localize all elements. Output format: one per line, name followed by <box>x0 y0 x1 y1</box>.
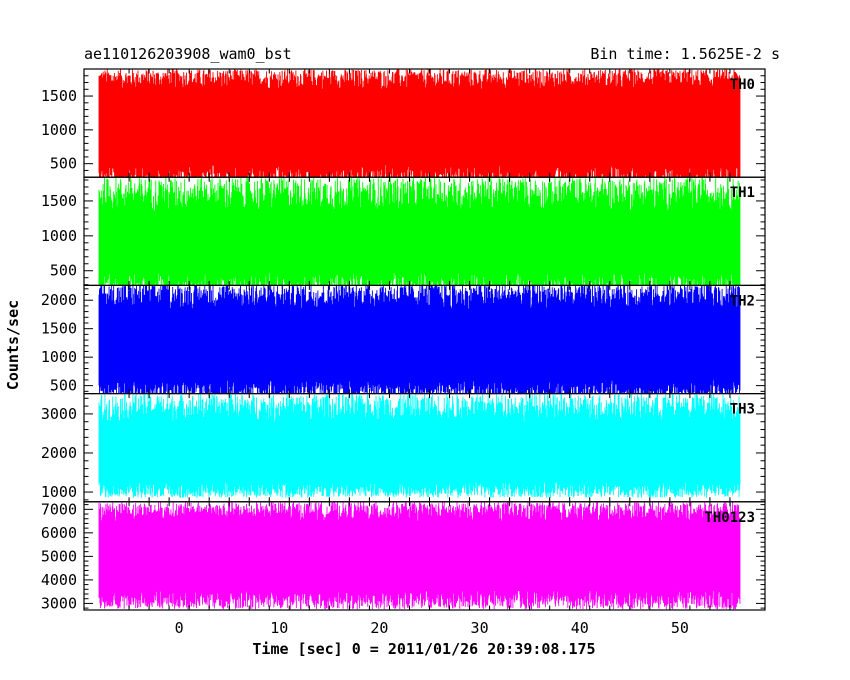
panel-th1: 500 1000 1500 TH1 <box>41 176 766 286</box>
x-tick-label: 50 <box>671 619 689 637</box>
bin-time-label: Bin time: 1.5625E-2 s <box>590 45 780 63</box>
series-band-th0123 <box>99 521 740 591</box>
y-tick-label: 500 <box>50 377 77 395</box>
panel-th3: 1000 2000 3000 TH3 <box>41 393 766 503</box>
x-tick-label: 20 <box>370 619 388 637</box>
y-tick-label: 1500 <box>41 320 77 338</box>
panel-th2: 500 1000 1500 2000 TH2 <box>41 284 766 395</box>
y-tick-label: 2000 <box>41 291 77 309</box>
x-tick-label: 10 <box>270 619 288 637</box>
y-tick-label: 1000 <box>41 483 77 501</box>
series-band-th0 <box>99 89 740 166</box>
y-tick-label: 4000 <box>41 571 77 589</box>
series-band-th3 <box>99 421 740 483</box>
y-tick-label: 1500 <box>41 192 77 210</box>
panel-label-th1: TH1 <box>730 185 755 201</box>
panel-label-th2: TH2 <box>730 293 755 309</box>
y-tick-label: 1000 <box>41 227 77 245</box>
y-tick-label: 3000 <box>41 405 77 423</box>
y-tick-label: 1000 <box>41 348 77 366</box>
panel-label-th0123: TH0123 <box>704 510 755 526</box>
panel-th0123: 3000 4000 5000 6000 7000 TH0123 <box>41 500 766 612</box>
y-tick-label: 5000 <box>41 547 77 565</box>
y-tick-label: 6000 <box>41 524 77 542</box>
series-band-th1 <box>99 211 740 273</box>
panel-th0: 500 1000 1500 TH0 <box>41 68 766 178</box>
panel-label-th0: TH0 <box>730 77 755 93</box>
chart-title: ae110126203908_wam0_bst <box>84 45 292 63</box>
x-tick-label: 40 <box>571 619 589 637</box>
y-axis-label: Counts/sec <box>4 300 22 390</box>
x-tick-label: 30 <box>471 619 489 637</box>
y-tick-label: 2000 <box>41 444 77 462</box>
y-tick-label: 1500 <box>41 87 77 105</box>
y-tick-label: 7000 <box>41 500 77 518</box>
x-tick-label: 0 <box>175 619 184 637</box>
panel-label-th3: TH3 <box>730 402 755 418</box>
y-tick-label: 500 <box>50 155 77 173</box>
y-tick-label: 1000 <box>41 121 77 139</box>
x-axis-label: Time [sec] 0 = 2011/01/26 20:39:08.175 <box>252 640 595 658</box>
series-band-th2 <box>99 308 740 380</box>
y-tick-label: 3000 <box>41 594 77 612</box>
y-tick-label: 500 <box>50 262 77 280</box>
